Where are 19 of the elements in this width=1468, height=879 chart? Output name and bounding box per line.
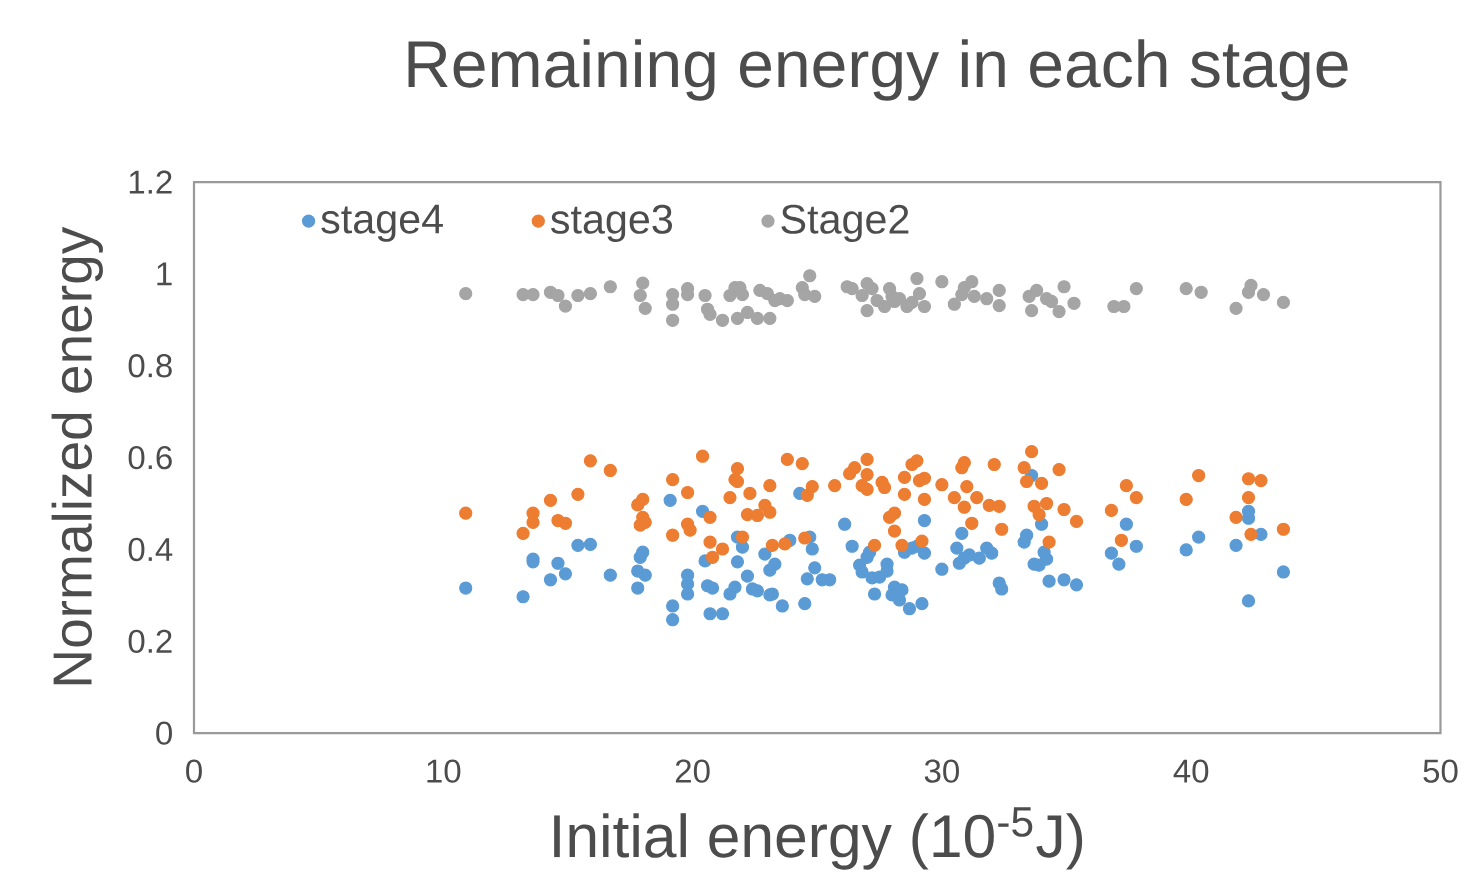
x-tick-label: 30 — [924, 759, 959, 783]
legend-label: stage3 — [551, 204, 673, 243]
y-tick-label: 0.2 — [128, 629, 172, 654]
y-tick-label: 0.8 — [128, 354, 172, 378]
y-tick-label: 1.2 — [129, 170, 172, 194]
legend-label: stage4 — [321, 204, 443, 242]
y-tick-label: 0 — [156, 721, 172, 745]
legend-label: Stage2 — [781, 204, 909, 243]
x-tick-label: 0 — [186, 759, 202, 783]
chart-title: Remaining energy in each stage — [408, 39, 1348, 101]
y-tick-label: 1 — [157, 262, 172, 286]
y-tick-label: 0.6 — [128, 446, 172, 470]
x-tick-label: 20 — [675, 759, 710, 783]
y-axis-title: Normalized energy — [51, 226, 103, 685]
x-tick-label: 10 — [427, 759, 461, 783]
x-tick-label: 40 — [1173, 759, 1209, 783]
x-axis-title: Initial energy (10$^{-5}$J) — [554, 807, 1083, 870]
x-tick-label: 50 — [1423, 759, 1458, 783]
y-tick-label: 0.4 — [128, 537, 173, 562]
